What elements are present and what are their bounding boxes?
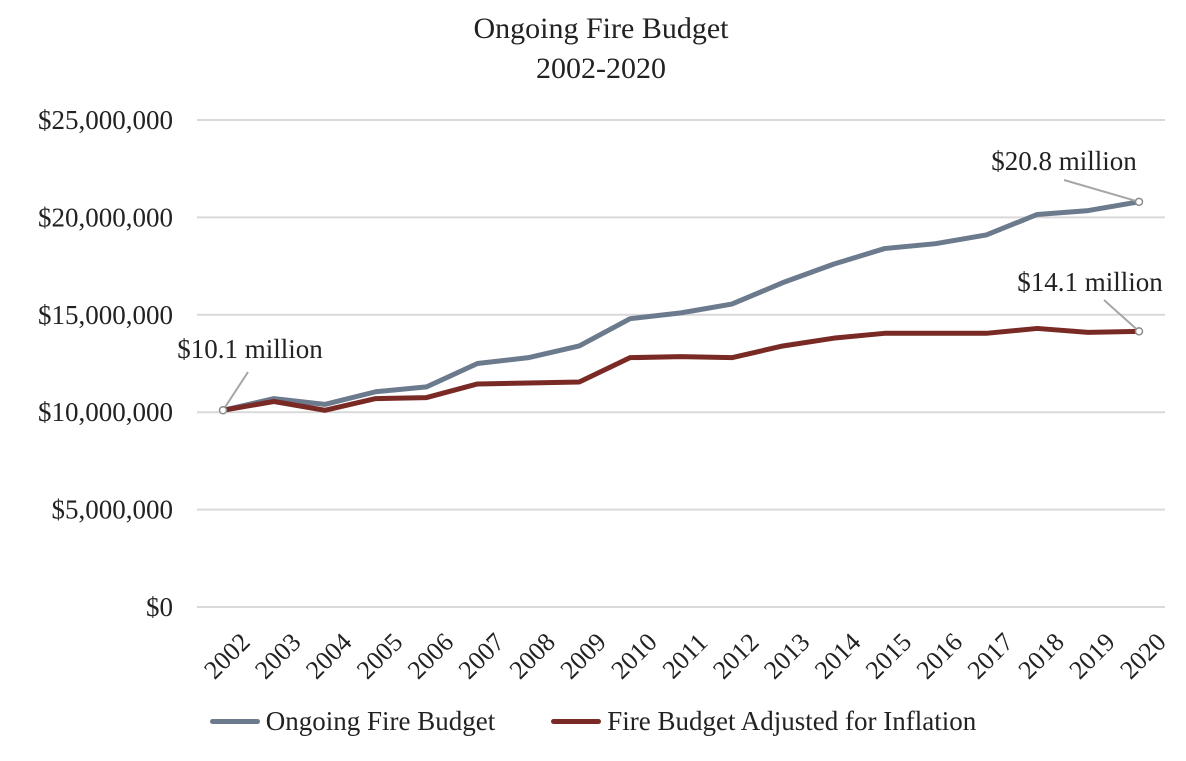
legend-item-inflation: Fire Budget Adjusted for Inflation	[551, 706, 976, 737]
x-tick-label: 2017	[962, 627, 1019, 684]
annotation-label: $10.1 million	[177, 334, 323, 364]
y-tick-label: $20,000,000	[38, 202, 173, 232]
legend-label: Ongoing Fire Budget	[265, 706, 496, 736]
x-tick-label: 2019	[1063, 627, 1120, 684]
series-line	[220, 199, 1142, 413]
x-tick-label: 2009	[555, 627, 612, 684]
y-tick-label: $25,000,000	[38, 105, 173, 135]
x-tick-label: 2013	[758, 627, 815, 684]
x-tick-label: 2007	[453, 627, 510, 684]
y-tick-label: $5,000,000	[52, 495, 174, 525]
y-tick-label: $0	[146, 592, 173, 622]
chart-legend: Ongoing Fire Budget Fire Budget Adjusted…	[0, 706, 1186, 737]
x-tick-label: 2020	[1114, 627, 1171, 684]
x-tick-label: 2005	[351, 627, 408, 684]
x-tick-label: 2010	[605, 627, 662, 684]
annotation-leader-line	[222, 371, 249, 411]
annotation-marker	[218, 406, 228, 415]
legend-swatch	[551, 719, 602, 724]
x-tick-label: 2011	[657, 628, 714, 685]
y-tick-label: $15,000,000	[38, 300, 173, 330]
annotation-marker	[1134, 197, 1144, 207]
annotation-label: $20.8 million	[991, 146, 1137, 176]
legend-item-ongoing: Ongoing Fire Budget	[209, 706, 496, 737]
x-tick-label: 2002	[198, 627, 255, 684]
x-tick-label: 2006	[402, 627, 459, 684]
y-tick-label: $10,000,000	[38, 397, 173, 427]
x-tick-label: 2018	[1013, 627, 1070, 684]
chart-title: Ongoing Fire Budget	[473, 12, 729, 45]
legend-swatch	[209, 719, 260, 724]
annotation-label: $14.1 million	[1017, 267, 1163, 297]
annotation-leader-line	[1063, 179, 1140, 203]
x-tick-label: 2004	[300, 627, 357, 684]
x-tick-label: 2008	[504, 627, 561, 684]
x-tick-label: 2012	[707, 627, 764, 684]
x-tick-label: 2016	[911, 627, 968, 684]
x-tick-label: 2014	[809, 627, 866, 684]
legend-label: Fire Budget Adjusted for Inflation	[607, 706, 977, 736]
chart-subtitle: 2002-2020	[536, 52, 666, 85]
annotation-leader-line	[1103, 299, 1140, 333]
annotation-marker	[1134, 327, 1144, 336]
x-tick-label: 2003	[249, 627, 306, 684]
x-tick-label: 2015	[860, 627, 917, 684]
